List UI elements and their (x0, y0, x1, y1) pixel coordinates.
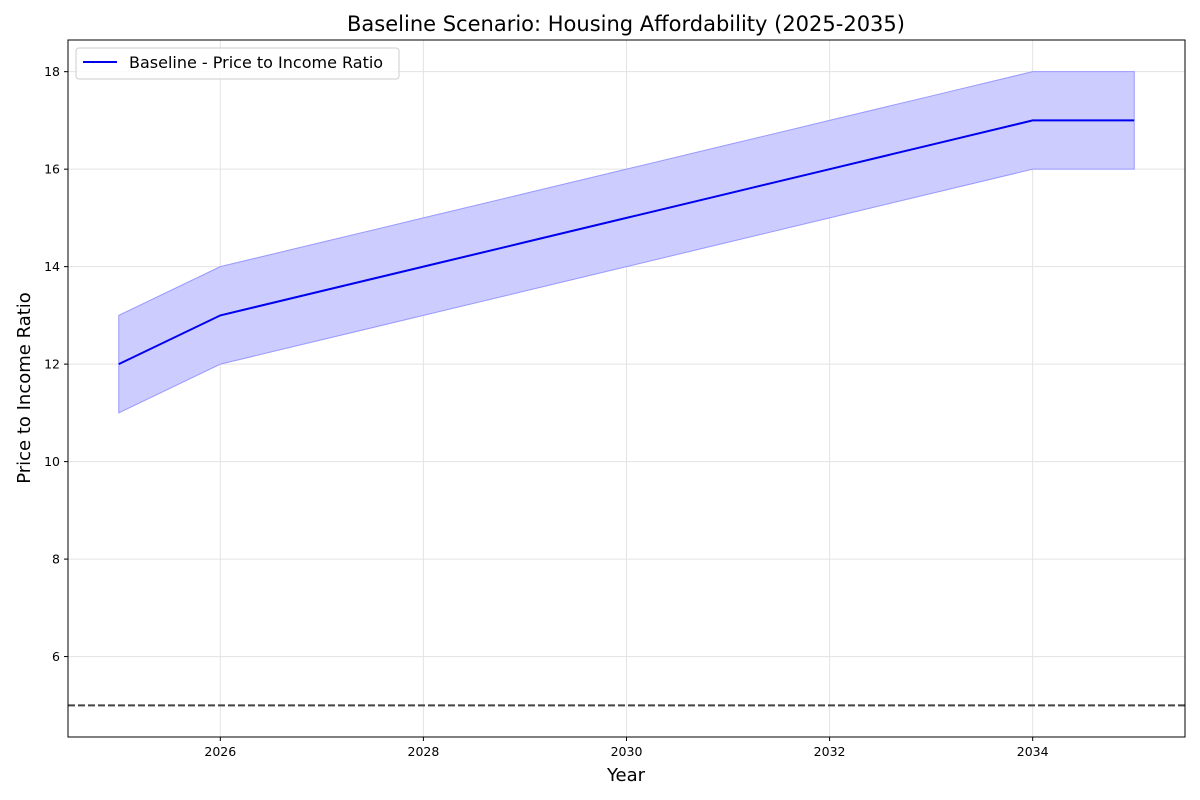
y-tick-label: 16 (44, 162, 60, 177)
legend-box (75, 47, 400, 80)
x-axis: 2026 2028 2030 2032 2034 (204, 737, 1049, 759)
y-tick-label: 12 (44, 357, 60, 372)
x-axis-label: Year (606, 765, 646, 786)
y-tick-label: 18 (44, 64, 60, 79)
y-tick-label: 8 (52, 552, 60, 567)
x-tick-label: 2032 (814, 744, 846, 759)
series-line-baseline (118, 119, 1135, 366)
y-tick-label: 14 (44, 259, 60, 274)
series-lines (118, 119, 1135, 366)
chart-title: Baseline Scenario: Housing Affordability… (347, 12, 905, 36)
y-axis: 6 8 10 12 14 16 18 (44, 64, 68, 664)
legend: Baseline - Price to Income Ratio (75, 47, 400, 80)
x-tick-label: 2026 (204, 744, 236, 759)
legend-label: Baseline - Price to Income Ratio (129, 53, 383, 72)
x-tick-label: 2030 (611, 744, 643, 759)
y-tick-label: 10 (44, 454, 60, 469)
y-axis-label: Price to Income Ratio (14, 292, 35, 484)
y-tick-label: 6 (52, 649, 60, 664)
x-tick-label: 2028 (408, 744, 440, 759)
x-tick-label: 2034 (1017, 744, 1049, 759)
